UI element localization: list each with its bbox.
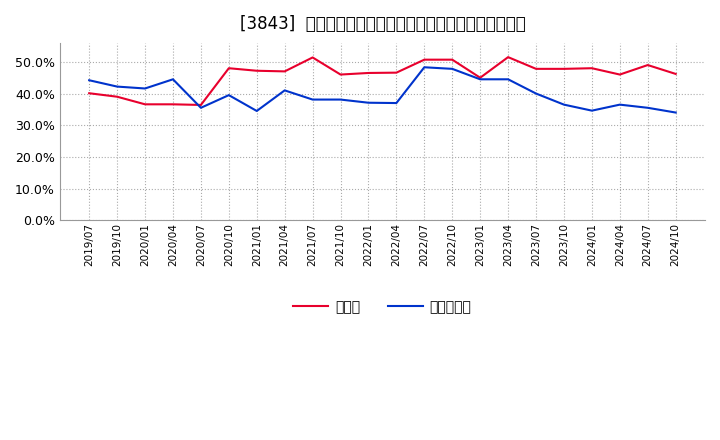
有利子負債 xyxy=(253,108,261,114)
現頲金 xyxy=(671,71,680,77)
有利子負債 xyxy=(476,77,485,82)
現頲金 xyxy=(476,75,485,81)
有利子負債 xyxy=(392,100,401,106)
有利子負債 xyxy=(336,97,345,102)
有利子負債 xyxy=(113,84,122,89)
現頲金 xyxy=(420,57,428,62)
有利子負債 xyxy=(420,65,428,70)
現頲金 xyxy=(168,102,177,107)
有利子負債 xyxy=(364,100,373,105)
現頲金 xyxy=(140,102,149,107)
現頲金 xyxy=(253,68,261,73)
現頲金 xyxy=(280,69,289,74)
有利子負債 xyxy=(588,108,596,113)
有利子負債 xyxy=(280,88,289,93)
有利子負債 xyxy=(644,105,652,110)
現頲金 xyxy=(392,70,401,75)
有利子負債 xyxy=(504,77,513,82)
現頲金 xyxy=(225,66,233,71)
現頲金 xyxy=(197,103,205,108)
有利子負債 xyxy=(616,102,624,107)
現頲金 xyxy=(308,55,317,60)
現頲金 xyxy=(448,57,456,62)
現頲金 xyxy=(504,55,513,60)
Title: [3843]  現預金、有利子負債の総資産に対する比率の推移: [3843] 現預金、有利子負債の総資産に対する比率の推移 xyxy=(240,15,526,33)
現頲金 xyxy=(113,94,122,99)
有利子負債 xyxy=(559,102,568,107)
現頲金 xyxy=(616,72,624,77)
有利子負債 xyxy=(671,110,680,115)
現頲金 xyxy=(559,66,568,71)
現頲金 xyxy=(85,91,94,96)
現頲金 xyxy=(531,66,540,71)
有利子負債 xyxy=(197,105,205,110)
有利子負債 xyxy=(168,77,177,82)
Line: 現頲金: 現頲金 xyxy=(89,57,675,105)
有利子負債 xyxy=(448,66,456,71)
有利子負債 xyxy=(531,91,540,96)
現頲金 xyxy=(336,72,345,77)
有利子負債 xyxy=(85,77,94,83)
Line: 有利子負債: 有利子負債 xyxy=(89,67,675,113)
有利子負債 xyxy=(225,92,233,98)
Legend: 現頲金, 有利子負債: 現頲金, 有利子負債 xyxy=(288,294,477,319)
有利子負債 xyxy=(140,86,149,91)
現頲金 xyxy=(644,62,652,68)
現頲金 xyxy=(364,70,373,76)
現頲金 xyxy=(588,66,596,71)
有利子負債 xyxy=(308,97,317,102)
